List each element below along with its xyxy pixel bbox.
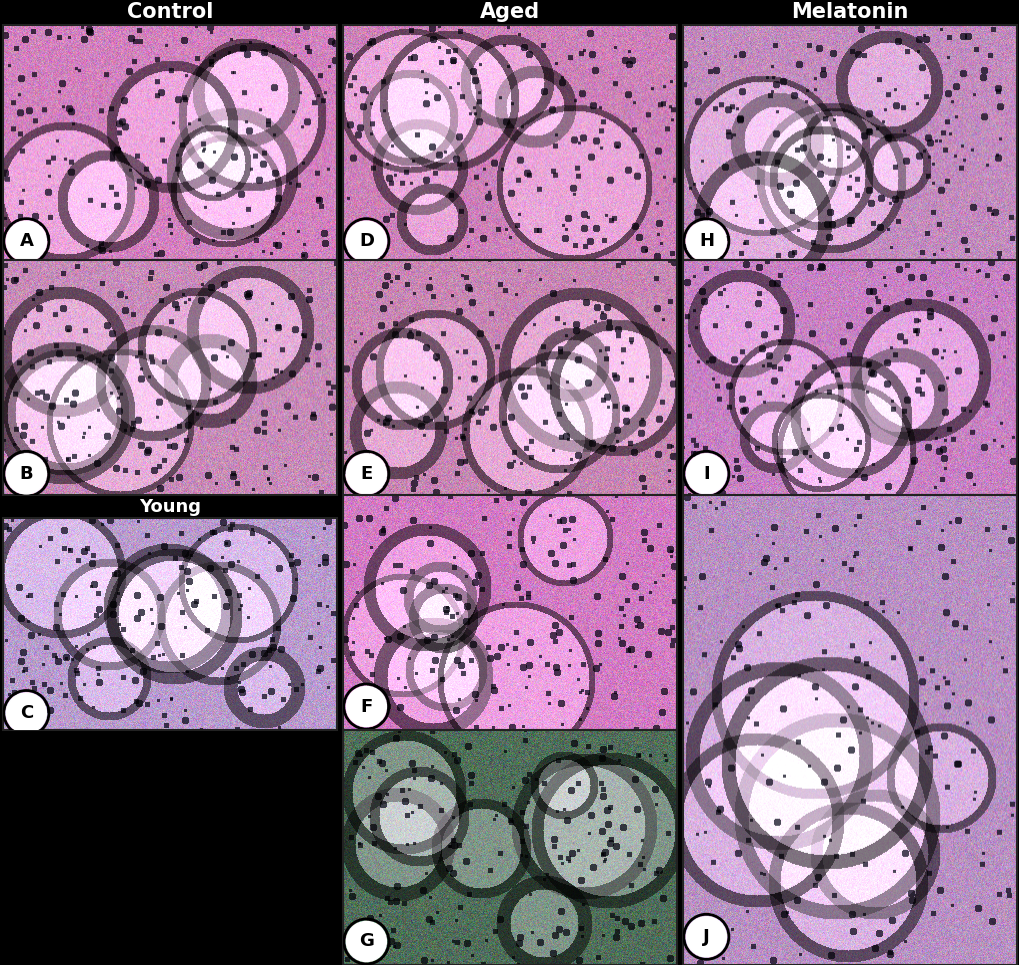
- Text: Control: Control: [126, 3, 213, 22]
- Text: Young: Young: [139, 498, 201, 515]
- Ellipse shape: [6, 454, 47, 494]
- Text: D: D: [359, 233, 374, 250]
- Text: A: A: [19, 233, 34, 250]
- Text: Melatonin: Melatonin: [791, 3, 908, 22]
- Text: G: G: [359, 932, 373, 951]
- Ellipse shape: [686, 917, 726, 957]
- Text: C: C: [19, 704, 33, 722]
- Ellipse shape: [346, 221, 386, 262]
- Ellipse shape: [6, 221, 47, 262]
- Ellipse shape: [346, 686, 386, 727]
- Ellipse shape: [686, 221, 726, 262]
- Text: F: F: [360, 698, 372, 715]
- Ellipse shape: [686, 454, 726, 494]
- Text: Aged: Aged: [480, 3, 539, 22]
- Ellipse shape: [346, 454, 386, 494]
- Text: E: E: [360, 465, 372, 482]
- Ellipse shape: [6, 693, 47, 733]
- Text: I: I: [702, 465, 709, 482]
- Text: J: J: [702, 927, 709, 946]
- Text: B: B: [19, 465, 34, 482]
- Ellipse shape: [346, 922, 386, 961]
- Text: H: H: [698, 233, 713, 250]
